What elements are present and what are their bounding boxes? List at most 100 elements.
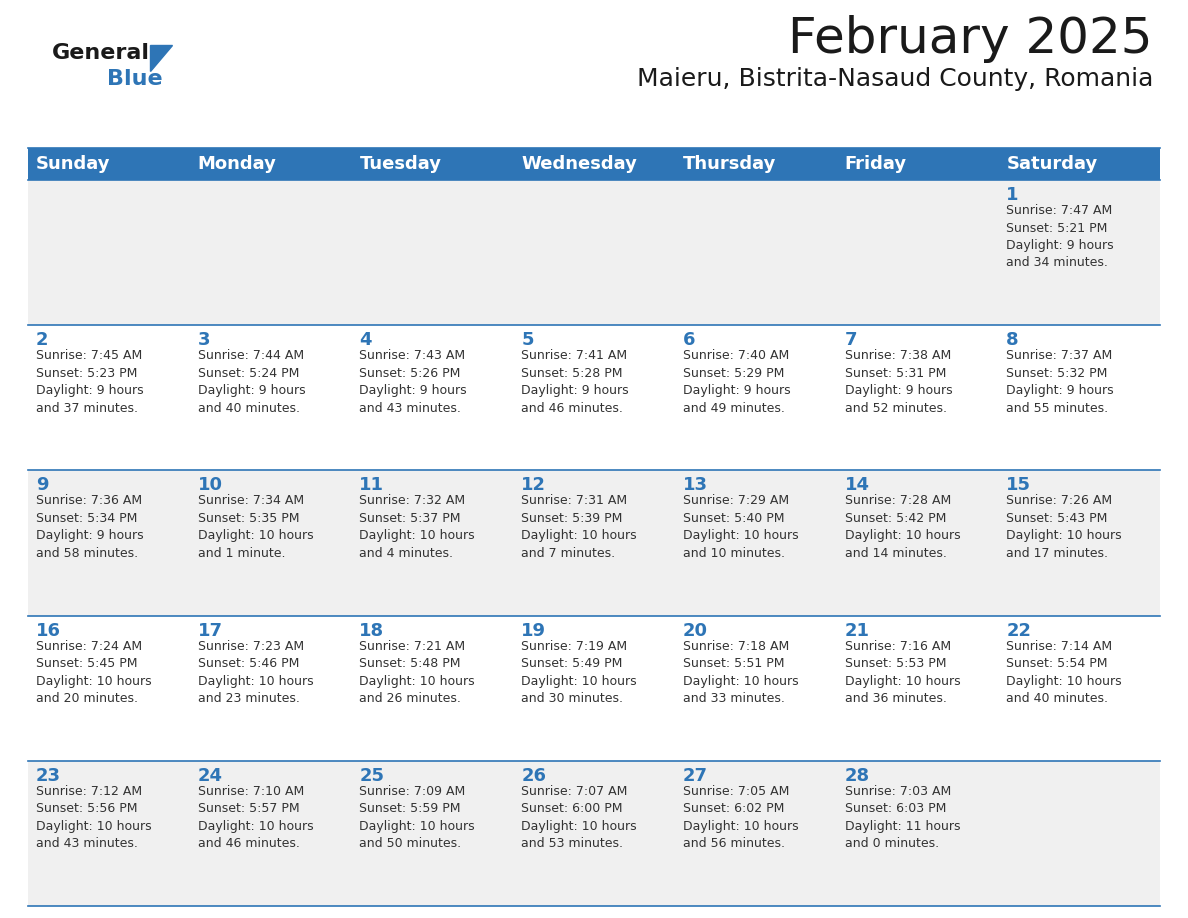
Bar (190, 616, 352, 761)
Bar (675, 325, 836, 470)
Text: Sunrise: 7:10 AM
Sunset: 5:57 PM
Daylight: 10 hours
and 46 minutes.: Sunrise: 7:10 AM Sunset: 5:57 PM Dayligh… (197, 785, 314, 850)
Bar (352, 761, 513, 906)
Text: 19: 19 (522, 621, 546, 640)
Text: Sunrise: 7:44 AM
Sunset: 5:24 PM
Daylight: 9 hours
and 40 minutes.: Sunrise: 7:44 AM Sunset: 5:24 PM Dayligh… (197, 349, 305, 415)
Text: Sunrise: 7:07 AM
Sunset: 6:00 PM
Daylight: 10 hours
and 53 minutes.: Sunrise: 7:07 AM Sunset: 6:00 PM Dayligh… (522, 785, 637, 850)
Text: Sunrise: 7:21 AM
Sunset: 5:48 PM
Daylight: 10 hours
and 26 minutes.: Sunrise: 7:21 AM Sunset: 5:48 PM Dayligh… (360, 640, 475, 705)
Bar (352, 325, 513, 470)
Bar (836, 148, 998, 180)
Text: Sunrise: 7:45 AM
Sunset: 5:23 PM
Daylight: 9 hours
and 37 minutes.: Sunrise: 7:45 AM Sunset: 5:23 PM Dayligh… (36, 349, 144, 415)
Text: Sunrise: 7:16 AM
Sunset: 5:53 PM
Daylight: 10 hours
and 36 minutes.: Sunrise: 7:16 AM Sunset: 5:53 PM Dayligh… (845, 640, 960, 705)
Text: 8: 8 (1006, 331, 1019, 349)
Text: 14: 14 (845, 476, 870, 495)
Text: 5: 5 (522, 331, 533, 349)
Text: Sunrise: 7:24 AM
Sunset: 5:45 PM
Daylight: 10 hours
and 20 minutes.: Sunrise: 7:24 AM Sunset: 5:45 PM Dayligh… (36, 640, 152, 705)
Text: 12: 12 (522, 476, 546, 495)
Bar (29, 180, 190, 325)
Polygon shape (150, 45, 172, 71)
Text: Sunrise: 7:38 AM
Sunset: 5:31 PM
Daylight: 9 hours
and 52 minutes.: Sunrise: 7:38 AM Sunset: 5:31 PM Dayligh… (845, 349, 953, 415)
Bar (998, 148, 1159, 180)
Bar (190, 325, 352, 470)
Text: 3: 3 (197, 331, 210, 349)
Text: Wednesday: Wednesday (522, 155, 637, 173)
Text: Sunrise: 7:12 AM
Sunset: 5:56 PM
Daylight: 10 hours
and 43 minutes.: Sunrise: 7:12 AM Sunset: 5:56 PM Dayligh… (36, 785, 152, 850)
Text: 6: 6 (683, 331, 695, 349)
Text: Sunrise: 7:32 AM
Sunset: 5:37 PM
Daylight: 10 hours
and 4 minutes.: Sunrise: 7:32 AM Sunset: 5:37 PM Dayligh… (360, 495, 475, 560)
Bar (29, 616, 190, 761)
Text: 20: 20 (683, 621, 708, 640)
Text: 16: 16 (36, 621, 61, 640)
Text: Sunrise: 7:40 AM
Sunset: 5:29 PM
Daylight: 9 hours
and 49 minutes.: Sunrise: 7:40 AM Sunset: 5:29 PM Dayligh… (683, 349, 790, 415)
Bar (836, 761, 998, 906)
Text: February 2025: February 2025 (789, 15, 1154, 63)
Bar (675, 616, 836, 761)
Text: Tuesday: Tuesday (360, 155, 442, 173)
Text: 21: 21 (845, 621, 870, 640)
Bar (836, 180, 998, 325)
Text: Sunrise: 7:29 AM
Sunset: 5:40 PM
Daylight: 10 hours
and 10 minutes.: Sunrise: 7:29 AM Sunset: 5:40 PM Dayligh… (683, 495, 798, 560)
Text: Sunrise: 7:26 AM
Sunset: 5:43 PM
Daylight: 10 hours
and 17 minutes.: Sunrise: 7:26 AM Sunset: 5:43 PM Dayligh… (1006, 495, 1121, 560)
Text: 9: 9 (36, 476, 49, 495)
Bar (352, 616, 513, 761)
Text: Sunrise: 7:14 AM
Sunset: 5:54 PM
Daylight: 10 hours
and 40 minutes.: Sunrise: 7:14 AM Sunset: 5:54 PM Dayligh… (1006, 640, 1121, 705)
Bar (675, 761, 836, 906)
Bar (190, 148, 352, 180)
Bar (190, 761, 352, 906)
Text: Sunrise: 7:18 AM
Sunset: 5:51 PM
Daylight: 10 hours
and 33 minutes.: Sunrise: 7:18 AM Sunset: 5:51 PM Dayligh… (683, 640, 798, 705)
Text: 7: 7 (845, 331, 857, 349)
Bar (836, 616, 998, 761)
Text: General: General (52, 43, 150, 63)
Bar (29, 148, 190, 180)
Text: 17: 17 (197, 621, 222, 640)
Text: 1: 1 (1006, 186, 1019, 204)
Text: 15: 15 (1006, 476, 1031, 495)
Bar (513, 470, 675, 616)
Bar (513, 180, 675, 325)
Bar (352, 470, 513, 616)
Text: Sunrise: 7:09 AM
Sunset: 5:59 PM
Daylight: 10 hours
and 50 minutes.: Sunrise: 7:09 AM Sunset: 5:59 PM Dayligh… (360, 785, 475, 850)
Text: Monday: Monday (197, 155, 277, 173)
Bar (675, 148, 836, 180)
Text: 2: 2 (36, 331, 49, 349)
Text: 11: 11 (360, 476, 385, 495)
Text: Sunrise: 7:47 AM
Sunset: 5:21 PM
Daylight: 9 hours
and 34 minutes.: Sunrise: 7:47 AM Sunset: 5:21 PM Dayligh… (1006, 204, 1114, 270)
Text: Sunday: Sunday (36, 155, 110, 173)
Text: 22: 22 (1006, 621, 1031, 640)
Text: 27: 27 (683, 767, 708, 785)
Bar (29, 325, 190, 470)
Text: Sunrise: 7:23 AM
Sunset: 5:46 PM
Daylight: 10 hours
and 23 minutes.: Sunrise: 7:23 AM Sunset: 5:46 PM Dayligh… (197, 640, 314, 705)
Bar (675, 180, 836, 325)
Text: 25: 25 (360, 767, 385, 785)
Text: 24: 24 (197, 767, 222, 785)
Text: Sunrise: 7:31 AM
Sunset: 5:39 PM
Daylight: 10 hours
and 7 minutes.: Sunrise: 7:31 AM Sunset: 5:39 PM Dayligh… (522, 495, 637, 560)
Text: Sunrise: 7:05 AM
Sunset: 6:02 PM
Daylight: 10 hours
and 56 minutes.: Sunrise: 7:05 AM Sunset: 6:02 PM Dayligh… (683, 785, 798, 850)
Bar (998, 761, 1159, 906)
Bar (675, 470, 836, 616)
Text: Saturday: Saturday (1006, 155, 1098, 173)
Text: Sunrise: 7:03 AM
Sunset: 6:03 PM
Daylight: 11 hours
and 0 minutes.: Sunrise: 7:03 AM Sunset: 6:03 PM Dayligh… (845, 785, 960, 850)
Text: Sunrise: 7:34 AM
Sunset: 5:35 PM
Daylight: 10 hours
and 1 minute.: Sunrise: 7:34 AM Sunset: 5:35 PM Dayligh… (197, 495, 314, 560)
Bar (513, 761, 675, 906)
Text: Sunrise: 7:36 AM
Sunset: 5:34 PM
Daylight: 9 hours
and 58 minutes.: Sunrise: 7:36 AM Sunset: 5:34 PM Dayligh… (36, 495, 144, 560)
Text: 28: 28 (845, 767, 870, 785)
Bar (998, 180, 1159, 325)
Text: Maieru, Bistrita-Nasaud County, Romania: Maieru, Bistrita-Nasaud County, Romania (637, 67, 1154, 91)
Bar (190, 470, 352, 616)
Bar (513, 148, 675, 180)
Text: Sunrise: 7:37 AM
Sunset: 5:32 PM
Daylight: 9 hours
and 55 minutes.: Sunrise: 7:37 AM Sunset: 5:32 PM Dayligh… (1006, 349, 1114, 415)
Text: Sunrise: 7:41 AM
Sunset: 5:28 PM
Daylight: 9 hours
and 46 minutes.: Sunrise: 7:41 AM Sunset: 5:28 PM Dayligh… (522, 349, 628, 415)
Bar (998, 616, 1159, 761)
Text: 18: 18 (360, 621, 385, 640)
Text: Thursday: Thursday (683, 155, 776, 173)
Text: 10: 10 (197, 476, 222, 495)
Bar (513, 325, 675, 470)
Text: 13: 13 (683, 476, 708, 495)
Bar (513, 616, 675, 761)
Text: 4: 4 (360, 331, 372, 349)
Bar (998, 470, 1159, 616)
Text: Sunrise: 7:28 AM
Sunset: 5:42 PM
Daylight: 10 hours
and 14 minutes.: Sunrise: 7:28 AM Sunset: 5:42 PM Dayligh… (845, 495, 960, 560)
Text: Friday: Friday (845, 155, 906, 173)
Bar (836, 325, 998, 470)
Bar (29, 761, 190, 906)
Text: 26: 26 (522, 767, 546, 785)
